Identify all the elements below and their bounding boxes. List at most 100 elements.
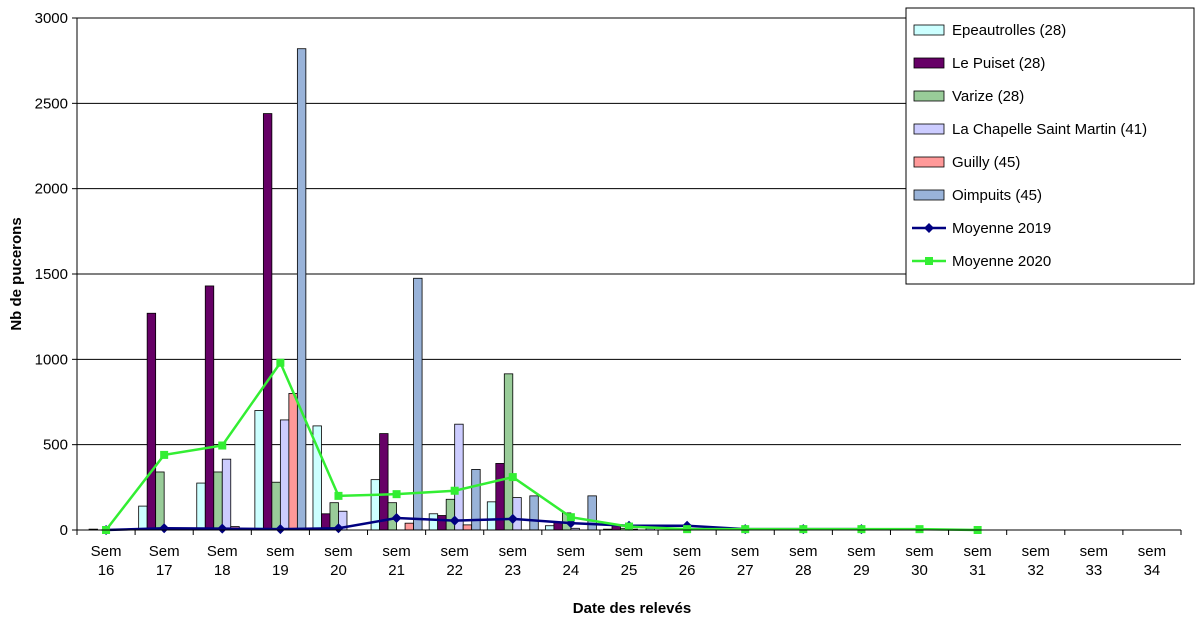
- x-tick-label: sem 19: [266, 543, 294, 579]
- grid-lines: [77, 17, 1181, 446]
- legend-swatch: [913, 90, 945, 102]
- legend-label: Le Puiset (28): [952, 55, 1045, 72]
- bar: [279, 419, 290, 531]
- legend-swatch: [913, 123, 945, 135]
- legend-label: Moyenne 2020: [952, 253, 1051, 270]
- x-axis-title: Date des relevés: [573, 600, 691, 617]
- x-tick-label: sem 31: [963, 543, 991, 579]
- y-axis-title: Nb de pucerons: [8, 217, 25, 330]
- legend-swatch: [913, 189, 945, 201]
- x-tick-label: sem 30: [905, 543, 933, 579]
- line-marker: [159, 523, 170, 534]
- x-tick-label: sem 29: [847, 543, 875, 579]
- x-tick-label: sem 28: [789, 543, 817, 579]
- bar: [544, 525, 555, 531]
- line-marker: [218, 441, 227, 450]
- bar: [254, 410, 264, 531]
- legend-swatch: [913, 156, 945, 168]
- line-marker: [333, 523, 344, 534]
- legend-box: [905, 7, 1195, 285]
- line-marker: [392, 490, 401, 499]
- bar: [445, 498, 456, 531]
- series-line: [105, 360, 978, 532]
- bar: [486, 501, 497, 531]
- axes-layer: [72, 17, 1182, 535]
- x-tick-label: sem 23: [499, 543, 527, 579]
- x-tick-label: Sem 17: [149, 543, 180, 579]
- line-marker: [683, 525, 692, 534]
- y-tick-label: 2500: [35, 95, 68, 112]
- legend: Epeautrolles (28) Le Puiset (28) Varize (2…: [905, 7, 1195, 285]
- bar: [146, 312, 157, 531]
- line-marker: [566, 513, 575, 522]
- x-tick-label: sem 32: [1022, 543, 1050, 579]
- x-tick-label: sem 33: [1080, 543, 1108, 579]
- x-tick-label: sem 22: [441, 543, 469, 579]
- y-tick-label: 1000: [35, 351, 68, 368]
- x-tick-label: sem 26: [673, 543, 701, 579]
- x-tick-label: sem 20: [324, 543, 352, 579]
- line-marker: [857, 525, 866, 534]
- tick-labels: 0 500 1000 1500 2000 2500 3000 Sem 16 Sem 17 Sem 18 s…: [35, 10, 1166, 579]
- line-marker: [508, 473, 517, 482]
- x-tick-label: Sem 16: [91, 543, 122, 579]
- bar: [155, 471, 165, 531]
- bar: [462, 524, 473, 531]
- legend-label: Oimpuits (45): [952, 187, 1042, 204]
- line-marker: [915, 525, 924, 534]
- line-marker: [625, 522, 633, 531]
- bar: [454, 423, 464, 531]
- bar: [512, 497, 522, 531]
- legend-label: Guilly (45): [952, 154, 1020, 171]
- bar: [196, 482, 206, 531]
- legend-marker: [924, 223, 934, 233]
- legend-label: Varize (28): [952, 88, 1024, 105]
- legend-marker: [925, 257, 933, 265]
- bar: [204, 285, 215, 531]
- bar: [296, 48, 307, 531]
- lines-layer: [101, 358, 982, 535]
- x-tick-label: sem 21: [382, 543, 410, 579]
- x-tick-label: Sem 18: [207, 543, 238, 579]
- line-marker: [799, 525, 808, 534]
- legend-label: La Chapelle Saint Martin (41): [952, 121, 1147, 138]
- bar: [428, 513, 439, 531]
- line-marker: [741, 525, 750, 534]
- legend-swatch: [913, 57, 945, 69]
- bar: [221, 458, 232, 531]
- x-tick-label: sem 24: [557, 543, 585, 579]
- line-marker: [275, 524, 286, 535]
- bar: [262, 113, 273, 531]
- bar: [437, 515, 447, 531]
- bars-layer: [88, 48, 946, 531]
- bar: [379, 433, 389, 531]
- bar: [503, 373, 514, 531]
- bar: [271, 481, 281, 531]
- x-tick-label: sem 25: [615, 543, 643, 579]
- x-tick-label: sem 34: [1138, 543, 1166, 579]
- line-marker: [160, 450, 169, 459]
- line-marker: [391, 513, 402, 524]
- line-marker: [217, 523, 228, 534]
- bar: [404, 522, 414, 531]
- bar: [213, 471, 223, 531]
- y-tick-label: 2000: [35, 181, 68, 198]
- legend-label: Moyenne 2019: [952, 220, 1051, 237]
- legend-swatch: [913, 24, 945, 36]
- bar: [529, 495, 539, 531]
- legend-label: Epeautrolles (28): [952, 22, 1066, 39]
- x-tick-label: sem 27: [731, 543, 759, 579]
- line-marker: [450, 486, 459, 495]
- y-tick-label: 1500: [35, 266, 68, 283]
- bar: [288, 393, 298, 531]
- y-tick-label: 0: [60, 522, 68, 539]
- line-marker: [449, 515, 460, 526]
- bar: [138, 505, 148, 531]
- line-marker: [334, 491, 343, 500]
- y-tick-label: 3000: [35, 10, 68, 27]
- line-marker: [276, 358, 285, 367]
- y-tick-label: 500: [43, 437, 68, 454]
- line-marker: [507, 513, 518, 524]
